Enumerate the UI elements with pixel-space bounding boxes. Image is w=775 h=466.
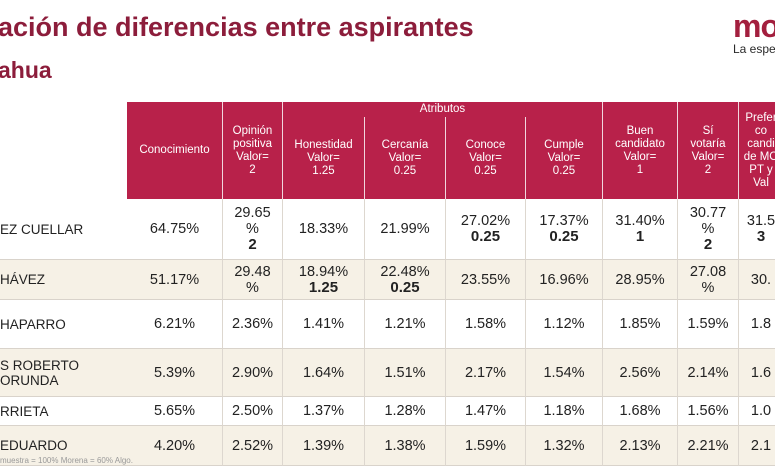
table-cell: 2.90% bbox=[223, 349, 283, 397]
table-cell: 1.12% bbox=[526, 300, 603, 349]
table-cell: 2.13% bbox=[603, 426, 678, 466]
table-cell: 29.48% bbox=[223, 260, 283, 300]
table-cell: 1.85% bbox=[603, 300, 678, 349]
candidate-name: S ROBERTO ORUNDA bbox=[0, 349, 127, 397]
table-cell: 1.18% bbox=[526, 397, 603, 426]
table-cell: 2.21% bbox=[678, 426, 739, 466]
page-title: ación de diferencias entre aspirantes bbox=[0, 12, 474, 42]
table-cell: 1.58% bbox=[446, 300, 526, 349]
column-header: Conoce Valor= 0.25 bbox=[446, 117, 526, 199]
table-cell: 2.50% bbox=[223, 397, 283, 426]
table-cell: 5.39% bbox=[127, 349, 223, 397]
header-corner bbox=[0, 102, 127, 199]
column-header: Honestidad Valor= 1.25 bbox=[283, 117, 365, 199]
weight-value: 3 bbox=[756, 228, 766, 245]
candidate-name: EDUARDO bbox=[0, 426, 127, 466]
column-header: Opinión positiva Valor= 2 bbox=[223, 102, 283, 199]
table-cell: 1.8 bbox=[739, 300, 775, 349]
table-cell: 29.65% 2 bbox=[223, 199, 283, 260]
table-cell: 30. bbox=[739, 260, 775, 300]
table-cell: 1.56% bbox=[678, 397, 739, 426]
table-cell: 23.55% bbox=[446, 260, 526, 300]
column-header: Buen candidato Valor= 1 bbox=[603, 102, 678, 199]
table-cell: 30.77% 2 bbox=[678, 199, 739, 260]
weight-value: 0.25 bbox=[390, 278, 420, 296]
table-cell: 1.21% bbox=[365, 300, 446, 349]
candidate-name: HÁVEZ bbox=[0, 260, 127, 300]
table-cell: 2.17% bbox=[446, 349, 526, 397]
table-cell: 27.08% bbox=[678, 260, 739, 300]
weight-value: 2 bbox=[248, 236, 257, 253]
table-cell: 21.99% bbox=[365, 199, 446, 260]
footnote: muestra = 100% Morena = 60% Algo. bbox=[0, 456, 133, 465]
table-cell: 1.0 bbox=[739, 397, 775, 426]
table-cell: 16.96% bbox=[526, 260, 603, 300]
table-cell: 17.37% 0.25 bbox=[526, 199, 603, 260]
comparison-table: Atributos Conocimiento Opinión positiva Valo… bbox=[0, 102, 775, 466]
table-cell: 18.33% bbox=[283, 199, 365, 260]
table-cell: 22.48% 0.25 bbox=[365, 260, 446, 300]
table-cell: 1.59% bbox=[446, 426, 526, 466]
table-cell: 51.17% bbox=[127, 260, 223, 300]
table-cell: 1.41% bbox=[283, 300, 365, 349]
column-header: Sí votaría Valor= 2 bbox=[678, 102, 739, 199]
table-cell: 18.94% 1.25 bbox=[283, 260, 365, 300]
weight-value: 0.25 bbox=[549, 228, 579, 245]
table-cell: 28.95% bbox=[603, 260, 678, 300]
table-cell: 2.52% bbox=[223, 426, 283, 466]
table-cell: 2.14% bbox=[678, 349, 739, 397]
table-cell: 1.37% bbox=[283, 397, 365, 426]
table-cell: 2.1 bbox=[739, 426, 775, 466]
table-cell: 1.28% bbox=[365, 397, 446, 426]
table-cell: 1.39% bbox=[283, 426, 365, 466]
table-cell: 2.56% bbox=[603, 349, 678, 397]
page-subtitle: ahua bbox=[0, 57, 52, 83]
table-cell: 6.21% bbox=[127, 300, 223, 349]
table-cell: 5.65% bbox=[127, 397, 223, 426]
column-header: Prefer co candi de MO PT y Val bbox=[739, 102, 775, 199]
weight-value: 2 bbox=[703, 236, 713, 253]
brand-logo: mo bbox=[733, 8, 775, 44]
weight-value: 0.25 bbox=[470, 228, 501, 245]
table-cell: 31.40% 1 bbox=[603, 199, 678, 260]
column-header: Cumple Valor= 0.25 bbox=[526, 117, 603, 199]
table-cell: 1.64% bbox=[283, 349, 365, 397]
table-cell: 1.59% bbox=[678, 300, 739, 349]
table-cell: 1.54% bbox=[526, 349, 603, 397]
column-header: Cercanía Valor= 0.25 bbox=[365, 117, 446, 199]
table-cell: 1.51% bbox=[365, 349, 446, 397]
table-cell: 1.6 bbox=[739, 349, 775, 397]
weight-value: 1.25 bbox=[308, 278, 339, 296]
table-cell: 27.02% 0.25 bbox=[446, 199, 526, 260]
brand-tagline: La espe bbox=[733, 42, 775, 56]
weight-value: 1 bbox=[635, 228, 645, 245]
table-cell: 4.20% bbox=[127, 426, 223, 466]
candidate-name: EZ CUELLAR bbox=[0, 199, 127, 260]
table-cell: 1.38% bbox=[365, 426, 446, 466]
candidate-name: RRIETA bbox=[0, 397, 127, 426]
table-cell: 1.32% bbox=[526, 426, 603, 466]
column-header: Conocimiento bbox=[127, 102, 223, 199]
table-cell: 31.5 3 bbox=[739, 199, 775, 260]
table-cell: 1.68% bbox=[603, 397, 678, 426]
candidate-name: HAPARRO bbox=[0, 300, 127, 349]
table-cell: 2.36% bbox=[223, 300, 283, 349]
table-cell: 1.47% bbox=[446, 397, 526, 426]
header-group-atributos: Atributos bbox=[283, 102, 603, 117]
table-cell: 64.75% bbox=[127, 199, 223, 260]
